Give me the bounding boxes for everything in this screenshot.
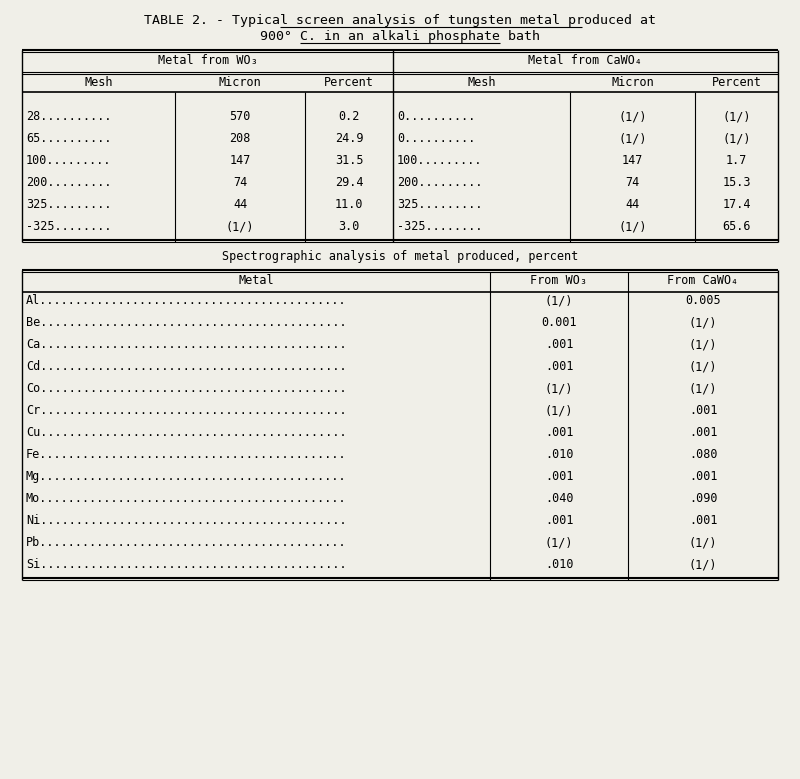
Text: Al...........................................: Al......................................… — [26, 294, 346, 307]
Text: 1.7: 1.7 — [726, 154, 747, 167]
Text: 17.4: 17.4 — [722, 198, 750, 211]
Text: 100.........: 100......... — [397, 154, 482, 167]
Text: Be...........................................: Be......................................… — [26, 316, 346, 329]
Text: 11.0: 11.0 — [334, 198, 363, 211]
Text: From CaWO₄: From CaWO₄ — [667, 274, 738, 287]
Text: 74: 74 — [233, 176, 247, 189]
Text: (1/): (1/) — [689, 536, 718, 549]
Text: 15.3: 15.3 — [722, 176, 750, 189]
Text: Spectrographic analysis of metal produced, percent: Spectrographic analysis of metal produce… — [222, 250, 578, 263]
Text: .090: .090 — [689, 492, 718, 505]
Text: .001: .001 — [545, 514, 574, 527]
Text: (1/): (1/) — [722, 132, 750, 145]
Text: 65.6: 65.6 — [722, 220, 750, 233]
Text: Micron: Micron — [218, 76, 262, 89]
Text: 31.5: 31.5 — [334, 154, 363, 167]
Text: 147: 147 — [230, 154, 250, 167]
Text: Ca...........................................: Ca......................................… — [26, 338, 346, 351]
Text: Fe...........................................: Fe......................................… — [26, 448, 346, 461]
Text: 900° C. in an alkali phosphate bath: 900° C. in an alkali phosphate bath — [260, 30, 540, 43]
Text: (1/): (1/) — [618, 110, 646, 123]
Text: .010: .010 — [545, 558, 574, 571]
Text: Cu...........................................: Cu......................................… — [26, 426, 346, 439]
Text: 74: 74 — [626, 176, 640, 189]
Text: (1/): (1/) — [545, 294, 574, 307]
Text: .001: .001 — [545, 360, 574, 373]
Text: Mesh: Mesh — [467, 76, 496, 89]
Text: (1/): (1/) — [545, 404, 574, 417]
Text: 28..........: 28.......... — [26, 110, 111, 123]
Text: 200.........: 200......... — [397, 176, 482, 189]
Text: Cr...........................................: Cr......................................… — [26, 404, 346, 417]
Text: (1/): (1/) — [689, 316, 718, 329]
Text: Metal from CaWO₄: Metal from CaWO₄ — [529, 54, 642, 67]
Text: .001: .001 — [689, 470, 718, 483]
Text: Mesh: Mesh — [84, 76, 113, 89]
Text: 3.0: 3.0 — [338, 220, 360, 233]
Text: .001: .001 — [545, 426, 574, 439]
Text: (1/): (1/) — [689, 382, 718, 395]
Text: .001: .001 — [689, 404, 718, 417]
Text: (1/): (1/) — [226, 220, 254, 233]
Text: (1/): (1/) — [722, 110, 750, 123]
Text: 0.005: 0.005 — [685, 294, 721, 307]
Text: (1/): (1/) — [545, 382, 574, 395]
Text: -325........: -325........ — [26, 220, 111, 233]
Text: 100.........: 100......... — [26, 154, 111, 167]
Text: (1/): (1/) — [618, 220, 646, 233]
Text: .001: .001 — [545, 338, 574, 351]
Text: Pb...........................................: Pb......................................… — [26, 536, 346, 549]
Text: 325.........: 325......... — [26, 198, 111, 211]
Text: .010: .010 — [545, 448, 574, 461]
Text: TABLE 2. - Typical screen analysis of tungsten metal produced at: TABLE 2. - Typical screen analysis of tu… — [144, 14, 656, 27]
Text: 24.9: 24.9 — [334, 132, 363, 145]
Text: (1/): (1/) — [689, 360, 718, 373]
Text: Percent: Percent — [324, 76, 374, 89]
Text: Si...........................................: Si......................................… — [26, 558, 346, 571]
Text: .001: .001 — [689, 426, 718, 439]
Text: .001: .001 — [545, 470, 574, 483]
Text: .001: .001 — [689, 514, 718, 527]
Text: 200.........: 200......... — [26, 176, 111, 189]
Text: Co...........................................: Co......................................… — [26, 382, 346, 395]
Text: Mo...........................................: Mo......................................… — [26, 492, 346, 505]
Text: Cd...........................................: Cd......................................… — [26, 360, 346, 373]
Text: 0..........: 0.......... — [397, 110, 475, 123]
Text: Mg...........................................: Mg......................................… — [26, 470, 346, 483]
Text: 147: 147 — [622, 154, 643, 167]
Text: 325.........: 325......... — [397, 198, 482, 211]
Text: (1/): (1/) — [689, 338, 718, 351]
Text: Micron: Micron — [611, 76, 654, 89]
Text: 570: 570 — [230, 110, 250, 123]
Text: 65..........: 65.......... — [26, 132, 111, 145]
Text: 0.001: 0.001 — [541, 316, 577, 329]
Text: 44: 44 — [233, 198, 247, 211]
Text: Percent: Percent — [711, 76, 762, 89]
Text: .040: .040 — [545, 492, 574, 505]
Text: .080: .080 — [689, 448, 718, 461]
Text: (1/): (1/) — [689, 558, 718, 571]
Text: From WO₃: From WO₃ — [530, 274, 587, 287]
Text: 29.4: 29.4 — [334, 176, 363, 189]
Text: 208: 208 — [230, 132, 250, 145]
Text: (1/): (1/) — [618, 132, 646, 145]
Text: Metal from WO₃: Metal from WO₃ — [158, 54, 258, 67]
Text: Metal: Metal — [238, 274, 274, 287]
Text: 44: 44 — [626, 198, 640, 211]
Text: 0..........: 0.......... — [397, 132, 475, 145]
Text: (1/): (1/) — [545, 536, 574, 549]
Text: Ni...........................................: Ni......................................… — [26, 514, 346, 527]
Text: -325........: -325........ — [397, 220, 482, 233]
Text: 0.2: 0.2 — [338, 110, 360, 123]
